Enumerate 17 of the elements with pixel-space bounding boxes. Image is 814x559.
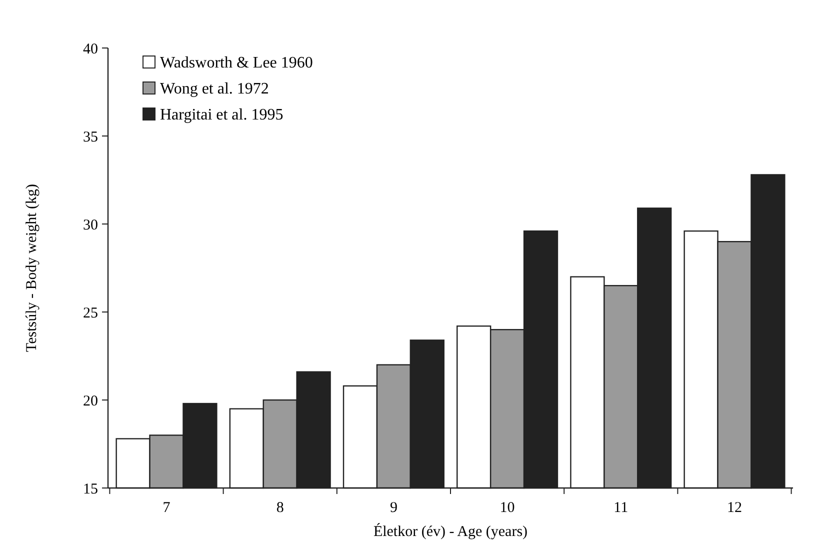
x-tick-label: 8 xyxy=(276,500,284,516)
x-tick-label: 9 xyxy=(390,500,398,516)
y-tick-label: 40 xyxy=(83,41,98,58)
x-tick-label: 7 xyxy=(162,500,171,516)
y-axis-title: Testsúly - Body weight (kg) xyxy=(24,184,40,352)
x-tick-label: 10 xyxy=(500,500,515,516)
legend-label: Hargitai et al. 1995 xyxy=(160,106,284,124)
y-tick-label: 20 xyxy=(83,393,98,410)
x-axis-title: Életkor (év) - Age (years) xyxy=(373,523,528,540)
y-tick-label: 30 xyxy=(83,217,98,234)
legend-label: Wadsworth & Lee 1960 xyxy=(160,54,313,72)
y-tick-label: 15 xyxy=(83,481,98,498)
y-tick-label: 35 xyxy=(83,129,98,146)
x-tick-label: 11 xyxy=(614,500,628,516)
legend-label: Wong et al. 1972 xyxy=(160,80,269,98)
y-tick-label: 25 xyxy=(83,305,98,322)
x-tick-label: 12 xyxy=(726,500,742,516)
